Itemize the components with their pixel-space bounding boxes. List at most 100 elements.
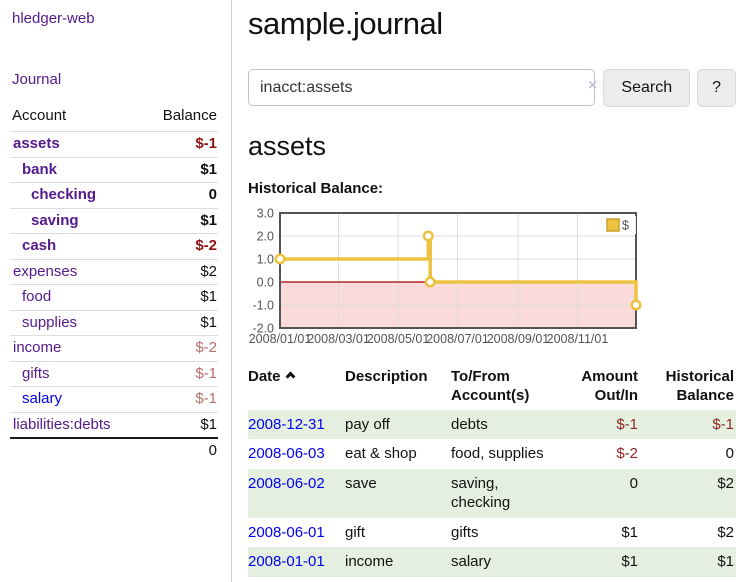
account-balance: $1 xyxy=(142,156,218,183)
sidebar-item-journal[interactable]: Journal xyxy=(12,71,62,88)
register-table: Date Description To/From Account(s) Amou… xyxy=(248,364,736,577)
transaction-accounts: food, supplies xyxy=(451,445,544,463)
account-balance: $-2 xyxy=(142,335,218,361)
legend-swatch xyxy=(606,218,620,233)
sort-ascending-icon xyxy=(285,371,295,382)
account-balance: 0 xyxy=(142,182,218,208)
sidebar: hledger-web Journal Account Balance asse… xyxy=(0,0,232,582)
svg-text:2008/03/01: 2008/03/01 xyxy=(307,332,370,346)
historical-balance-chart: $3.0 2.0 1.0 0.0 -1.0 -2.0 2008/01/01 2008/03/0… xyxy=(248,206,642,349)
account-link[interactable]: expenses xyxy=(13,262,78,280)
balance-column-header-main: Historical Balance xyxy=(665,368,734,405)
svg-text:2008/09/01: 2008/09/01 xyxy=(487,332,550,346)
account-balance: $1 xyxy=(142,411,218,438)
transaction-description: gift xyxy=(345,523,366,541)
account-column-header: Account xyxy=(12,107,67,124)
account-row: food $1 xyxy=(10,284,218,310)
main-content: sample.journal × Search ? assets Histori… xyxy=(248,0,736,577)
svg-text:1.0: 1.0 xyxy=(257,253,274,267)
svg-text:-1.0: -1.0 xyxy=(252,299,274,313)
accounts-column-header: To/From Account(s) xyxy=(451,368,530,405)
transaction-balance: $2 xyxy=(717,523,734,541)
balance-column-header: Balance xyxy=(162,107,217,124)
account-row: salary $-1 xyxy=(10,386,218,412)
transaction-accounts: gifts xyxy=(451,523,479,541)
transaction-date-link[interactable]: 2008-06-01 xyxy=(248,523,325,541)
account-link[interactable]: assets xyxy=(13,135,60,152)
help-button[interactable]: ? xyxy=(697,68,736,107)
account-balance: $1 xyxy=(142,284,218,310)
account-link[interactable]: cash xyxy=(22,237,57,254)
svg-text:3.0: 3.0 xyxy=(257,207,274,221)
transaction-amount: $-2 xyxy=(616,445,638,463)
svg-text:2008/07/01: 2008/07/01 xyxy=(426,332,489,346)
account-row: income $-2 xyxy=(10,335,218,361)
account-heading: assets xyxy=(248,130,327,161)
transaction-accounts: saving, checking xyxy=(451,474,511,512)
account-balance: $-1 xyxy=(142,131,218,157)
search-input[interactable] xyxy=(248,69,596,107)
svg-text:2008/11/01: 2008/11/01 xyxy=(547,332,609,346)
accounts-total-balance: 0 xyxy=(142,437,218,464)
account-link[interactable]: supplies xyxy=(22,313,78,331)
account-link[interactable]: salary xyxy=(22,390,63,407)
account-row: liabilities:debts $1 xyxy=(10,411,218,438)
transaction-amount: $1 xyxy=(621,523,638,541)
account-row: cash $-2 xyxy=(10,233,218,259)
account-balance: $-1 xyxy=(142,360,218,387)
account-link[interactable]: gifts xyxy=(22,364,50,382)
chart-canvas: $3.0 2.0 1.0 0.0 -1.0 -2.02008/01/012008/03/0… xyxy=(249,207,642,346)
account-balance: $1 xyxy=(142,207,218,234)
transaction-balance: 0 xyxy=(725,445,734,463)
account-link[interactable]: bank xyxy=(22,160,58,178)
transaction-description: pay off xyxy=(345,415,390,433)
amount-column-header: Amount Out/In xyxy=(581,368,638,405)
transaction-row: 2008-06-02 save saving, checking 0 $2 xyxy=(248,468,736,518)
clear-search-icon[interactable]: × xyxy=(588,76,598,94)
svg-text:2008/05/01: 2008/05/01 xyxy=(367,332,430,346)
register-header-row: Date Description To/From Account(s) Amou… xyxy=(248,364,736,410)
account-balance: $-2 xyxy=(142,233,218,259)
search-form: × Search ? xyxy=(248,68,736,107)
accounts-total-row: 0 xyxy=(10,437,218,464)
transaction-balance: $2 xyxy=(717,474,734,492)
transaction-accounts: salary xyxy=(451,553,492,571)
page-title: sample.journal xyxy=(248,6,443,41)
account-link[interactable]: checking xyxy=(31,186,97,203)
account-row: gifts $-1 xyxy=(10,360,218,387)
svg-text:-2.0: -2.0 xyxy=(252,322,274,336)
account-row: supplies $1 xyxy=(10,309,218,336)
transaction-row: 2008-06-03 eat & shop food, supplies $-2… xyxy=(248,439,736,469)
transaction-accounts: debts xyxy=(451,415,488,433)
account-row: saving $1 xyxy=(10,207,218,234)
legend-label: $ xyxy=(622,219,629,233)
account-balance: $2 xyxy=(142,258,218,285)
account-link[interactable]: saving xyxy=(31,211,79,229)
account-balance: $-1 xyxy=(142,386,218,412)
date-column-header[interactable]: Date xyxy=(248,364,345,410)
account-link[interactable]: liabilities:debts xyxy=(13,415,111,433)
transaction-description: save xyxy=(345,474,377,492)
description-column-header: Description xyxy=(345,368,428,386)
transaction-description: eat & shop xyxy=(345,445,417,463)
transaction-date-link[interactable]: 2008-06-02 xyxy=(248,474,325,492)
transaction-date-link[interactable]: 2008-06-03 xyxy=(248,445,325,463)
transaction-date-link[interactable]: 2008-01-01 xyxy=(248,553,325,571)
account-row: assets $-1 xyxy=(10,131,218,157)
chart-title-label: Historical Balance: xyxy=(248,180,384,198)
transaction-row: 2008-06-01 gift gifts $1 $2 xyxy=(248,518,736,548)
account-row: bank $1 xyxy=(10,156,218,183)
account-link[interactable]: food xyxy=(22,288,52,305)
transaction-date-link[interactable]: 2008-12-31 xyxy=(248,415,325,433)
transaction-amount: 0 xyxy=(629,474,638,492)
transaction-amount: $1 xyxy=(621,553,638,571)
transaction-balance: $-1 xyxy=(712,415,734,433)
app-title-link[interactable]: hledger-web xyxy=(12,10,95,27)
svg-text:2008/01/01: 2008/01/01 xyxy=(249,332,312,346)
search-button[interactable]: Search xyxy=(603,68,691,107)
transaction-row: 2008-01-01 income salary $1 $1 xyxy=(248,547,736,577)
account-row: checking 0 xyxy=(10,182,218,208)
svg-text:2.0: 2.0 xyxy=(257,230,274,244)
transaction-row: 2008-12-31 pay off debts $-1 $-1 xyxy=(248,409,736,440)
account-link[interactable]: income xyxy=(13,339,62,356)
